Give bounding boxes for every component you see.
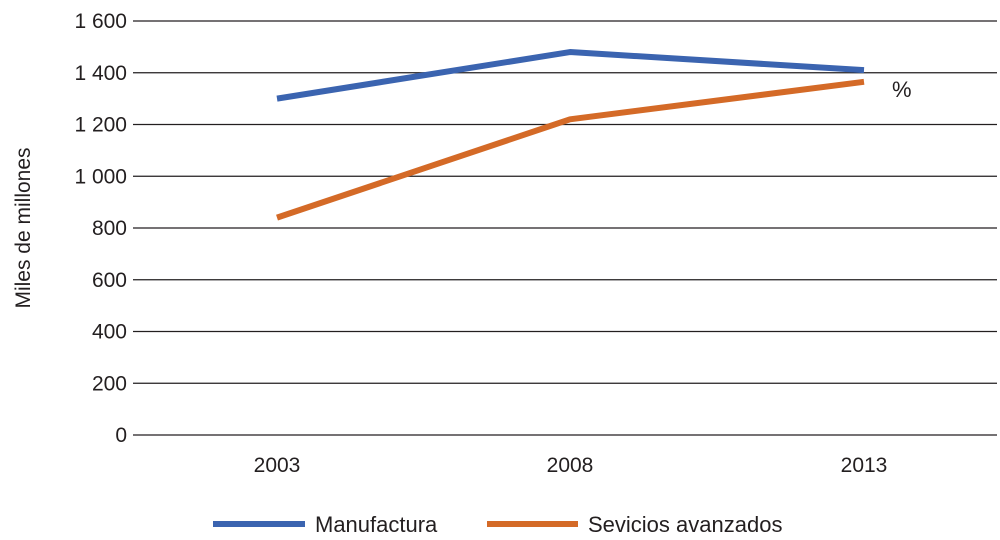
y-tick-label: 0 (115, 424, 127, 447)
legend-label: Sevicios avanzados (588, 512, 782, 537)
y-tick-label: 800 (92, 217, 127, 240)
y-tick-label: 200 (92, 372, 127, 395)
series-line-servicios-avanzados (276, 78, 865, 221)
y-tick-label: 400 (92, 321, 127, 344)
y-tick-label: 1 600 (74, 10, 127, 33)
x-tick-label: 2003 (254, 454, 301, 477)
percent-annotation: % (892, 77, 912, 102)
gridlines (133, 20, 997, 436)
series-lines (276, 49, 865, 221)
legend-label: Manufactura (315, 512, 438, 537)
y-tick-label: 1 400 (74, 62, 127, 85)
y-tick-labels: 0 200 400 600 800 1 000 1 200 1 400 1 600 (74, 10, 127, 447)
x-tick-label: 2008 (547, 454, 594, 477)
x-tick-labels: 2003 2008 2013 (254, 454, 888, 477)
series-line-manufactura (276, 49, 865, 102)
legend: Manufactura Sevicios avanzados (213, 512, 782, 537)
y-tick-label: 1 200 (74, 114, 127, 137)
x-tick-label: 2013 (841, 454, 888, 477)
y-axis-label: Miles de millones (12, 147, 35, 308)
y-tick-label: 1 000 (74, 165, 127, 188)
y-tick-label: 600 (92, 269, 127, 292)
